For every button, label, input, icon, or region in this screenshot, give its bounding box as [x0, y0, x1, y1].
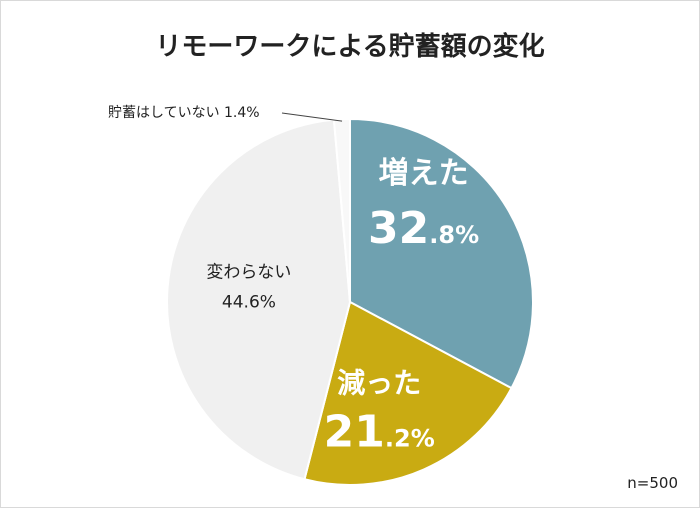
- chart-title: リモーワークによる貯蓄額の変化: [155, 32, 545, 62]
- label-no-savings: 貯蓄はしていない 1.4%: [108, 105, 260, 121]
- slice-increased: [349, 117, 534, 390]
- sample-size-note: n=500: [627, 474, 678, 492]
- slice-decreased: [303, 300, 513, 486]
- label-decreased: 減った: [337, 366, 421, 399]
- label-increased: 増えた: [379, 156, 469, 191]
- label-unchanged: 変わらない: [206, 263, 291, 283]
- slice-unchanged: [166, 118, 352, 481]
- value-increased: 32.8%: [368, 203, 479, 254]
- leader-line-no-savings: [281, 112, 343, 122]
- value-unchanged: 44.6%: [222, 293, 276, 313]
- value-decreased: 21.2%: [324, 406, 435, 457]
